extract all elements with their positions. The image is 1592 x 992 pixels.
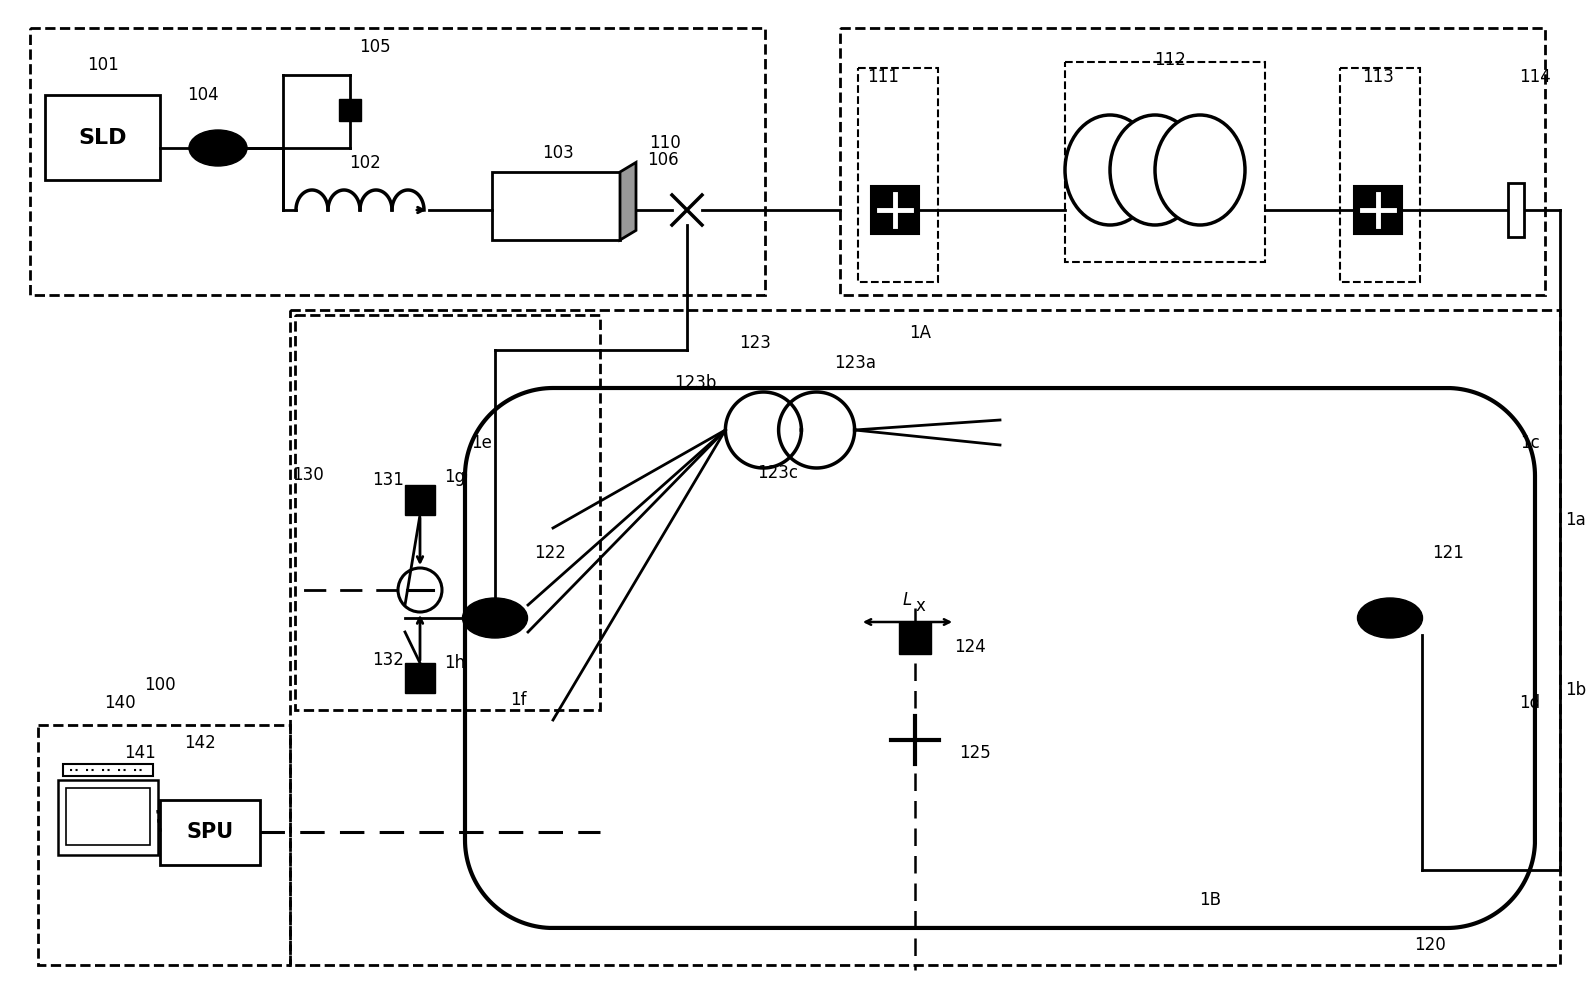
Text: x: x — [915, 597, 925, 615]
Text: 1d: 1d — [1519, 694, 1541, 712]
Text: 1A: 1A — [909, 324, 931, 342]
Ellipse shape — [189, 130, 247, 166]
Text: 1f: 1f — [509, 691, 527, 709]
Polygon shape — [339, 99, 361, 121]
Text: 1a: 1a — [1565, 511, 1586, 529]
Polygon shape — [492, 172, 619, 240]
Text: 113: 113 — [1363, 68, 1395, 86]
Text: 106: 106 — [648, 151, 678, 169]
Polygon shape — [45, 95, 161, 180]
Ellipse shape — [1358, 598, 1423, 638]
Text: 1c: 1c — [1520, 434, 1539, 452]
Polygon shape — [404, 663, 435, 693]
Text: L: L — [903, 591, 912, 609]
Text: 124: 124 — [954, 638, 985, 656]
Text: 140: 140 — [103, 694, 135, 712]
Text: 1e: 1e — [471, 434, 492, 452]
Polygon shape — [619, 163, 635, 240]
Text: 123: 123 — [739, 334, 771, 352]
Polygon shape — [1355, 186, 1403, 234]
Text: 131: 131 — [373, 471, 404, 489]
Text: 132: 132 — [373, 651, 404, 669]
Text: 130: 130 — [291, 466, 323, 484]
Text: 142: 142 — [185, 734, 217, 752]
Text: 121: 121 — [1433, 544, 1465, 562]
Text: 1B: 1B — [1199, 891, 1221, 909]
Text: 125: 125 — [958, 744, 990, 762]
Text: 103: 103 — [543, 144, 573, 162]
Ellipse shape — [1110, 115, 1200, 225]
Text: SPU: SPU — [186, 822, 234, 842]
Text: 1b: 1b — [1565, 681, 1586, 699]
Ellipse shape — [1156, 115, 1245, 225]
Text: 112: 112 — [1154, 51, 1186, 69]
Text: 123c: 123c — [758, 464, 799, 482]
Text: SLD: SLD — [78, 128, 127, 148]
Text: 110: 110 — [650, 134, 681, 152]
Text: 123b: 123b — [675, 374, 716, 392]
Text: 1h: 1h — [444, 654, 465, 672]
Polygon shape — [899, 622, 931, 654]
Polygon shape — [161, 800, 259, 865]
Ellipse shape — [1065, 115, 1156, 225]
Polygon shape — [404, 485, 435, 515]
Polygon shape — [871, 186, 919, 234]
Text: 122: 122 — [533, 544, 565, 562]
Text: 114: 114 — [1519, 68, 1551, 86]
Ellipse shape — [463, 598, 527, 638]
Text: 104: 104 — [188, 86, 218, 104]
Text: 141: 141 — [124, 744, 156, 762]
Text: 100: 100 — [145, 676, 175, 694]
Text: 1g: 1g — [444, 468, 465, 486]
Text: 120: 120 — [1414, 936, 1446, 954]
Text: 105: 105 — [360, 38, 390, 56]
Text: 101: 101 — [88, 56, 119, 74]
Text: 123a: 123a — [834, 354, 876, 372]
Polygon shape — [1508, 183, 1524, 237]
Text: 111: 111 — [868, 68, 899, 86]
Text: 102: 102 — [349, 154, 380, 172]
